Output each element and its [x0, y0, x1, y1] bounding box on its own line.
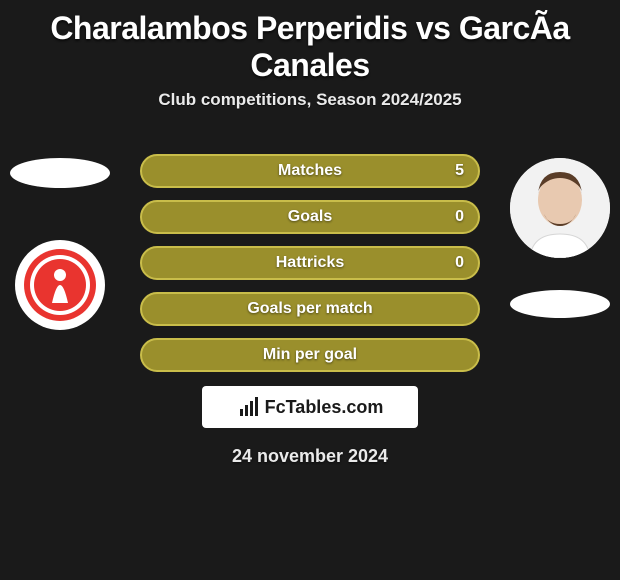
stat-row: Goals 0	[140, 200, 480, 234]
player-right-avatar	[510, 158, 610, 258]
stat-row: Goals per match	[140, 292, 480, 326]
stat-label: Min per goal	[263, 346, 357, 364]
comparison-panel: Matches 5 Goals 0 Hattricks 0 Goals per …	[0, 128, 620, 488]
chart-icon	[237, 395, 261, 419]
snapshot-date: 24 november 2024	[0, 446, 620, 467]
page-title: Charalambos Perperidis vs GarcÃ­a Canale…	[0, 0, 620, 90]
stat-right-value: 0	[455, 254, 464, 272]
stat-rows: Matches 5 Goals 0 Hattricks 0 Goals per …	[140, 154, 480, 384]
brand-text: FcTables.com	[265, 397, 384, 418]
stat-right-value: 5	[455, 162, 464, 180]
player-right-club-badge	[510, 290, 610, 318]
stat-row: Min per goal	[140, 338, 480, 372]
page-subtitle: Club competitions, Season 2024/2025	[0, 90, 620, 128]
stat-label: Matches	[278, 162, 342, 180]
brand-badge[interactable]: FcTables.com	[202, 386, 418, 428]
club-badge-icon	[22, 247, 98, 323]
stat-row: Matches 5	[140, 154, 480, 188]
player-left-club-badge	[15, 240, 105, 330]
stat-label: Goals per match	[247, 300, 372, 318]
stat-row: Hattricks 0	[140, 246, 480, 280]
stat-right-value: 0	[455, 208, 464, 226]
stat-label: Hattricks	[276, 254, 344, 272]
stat-label: Goals	[288, 208, 332, 226]
avatar-icon	[510, 158, 610, 258]
player-left-avatar	[10, 158, 110, 188]
